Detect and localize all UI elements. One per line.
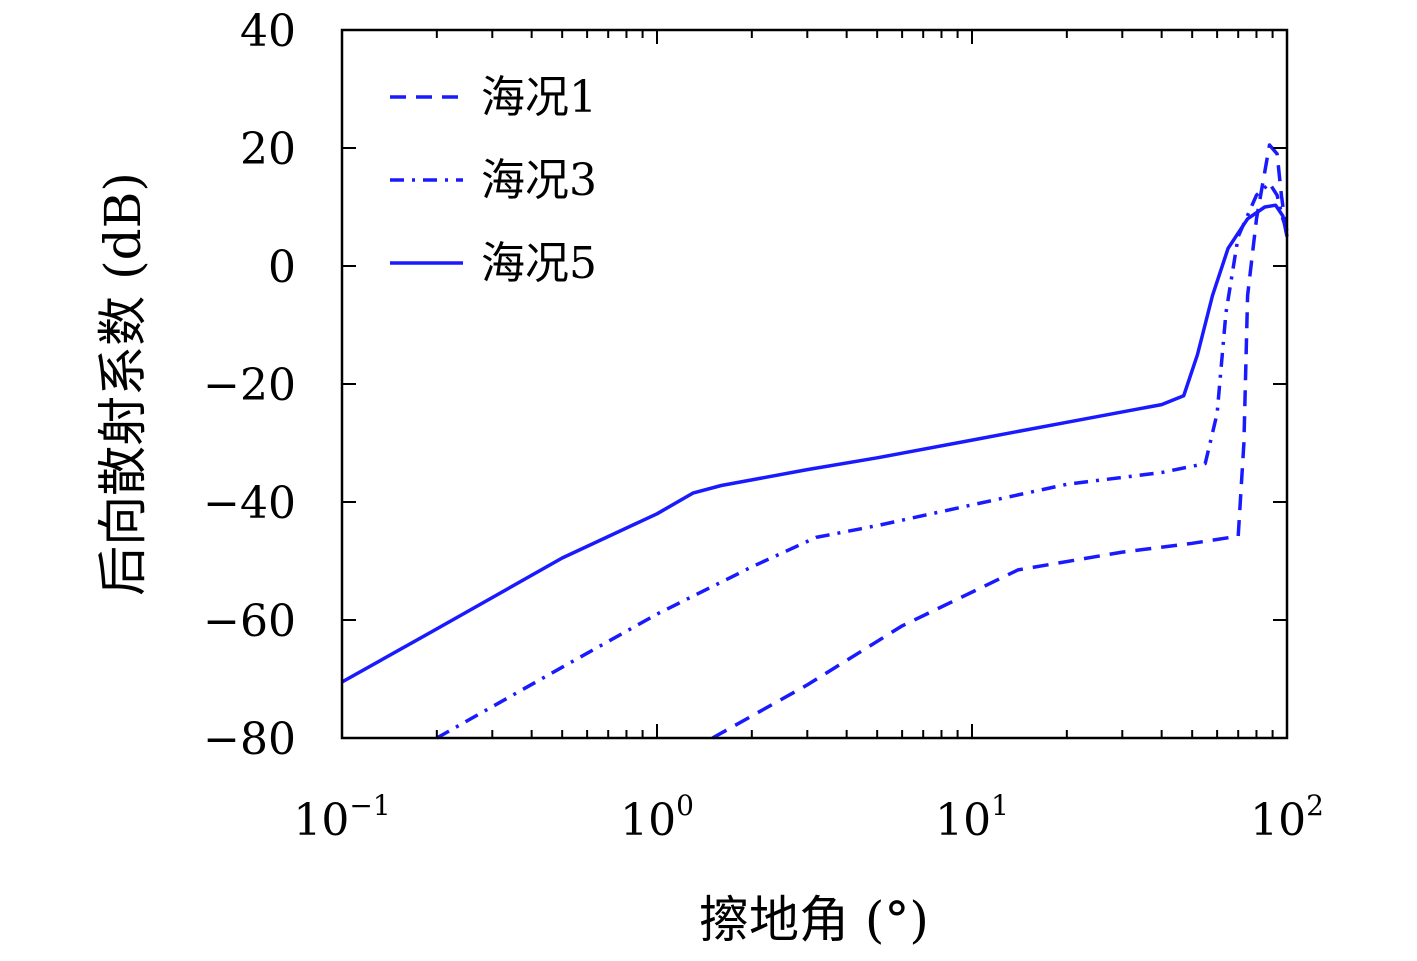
axis-ticks [341,29,1288,739]
y-tick-label: 20 [240,124,296,175]
legend-label: 海况5 [481,238,597,289]
y-tick-label: 0 [268,242,296,293]
y-tick-label: −60 [203,596,296,647]
plot-frame [340,28,1289,740]
series-lines [341,143,1289,740]
series-line-2 [435,181,1289,740]
y-axis-label: 后向散射系数 (dB) [94,172,152,596]
series-line-3 [341,203,1289,684]
y-tick-label: −20 [203,360,296,411]
legend-label: 海况1 [481,72,597,123]
x-tick-label: 101 [935,789,1009,846]
y-tick-label: −40 [203,478,296,529]
series-line-1 [711,143,1289,740]
x-tick-label: 10−1 [293,789,390,846]
y-tick-label: 40 [240,6,296,57]
legend-label: 海况3 [481,155,597,206]
legend: 海况1 海况3 海况5 [390,72,597,289]
x-tick-label: 100 [620,789,694,846]
axis-tick-labels: 40 20 0 −20 −40 −60 −80 10−1 100 101 102 [203,6,1324,846]
x-axis-label: 擦地角 (°) [699,891,929,949]
y-tick-label: −80 [203,714,296,765]
x-tick-label: 102 [1250,789,1324,846]
